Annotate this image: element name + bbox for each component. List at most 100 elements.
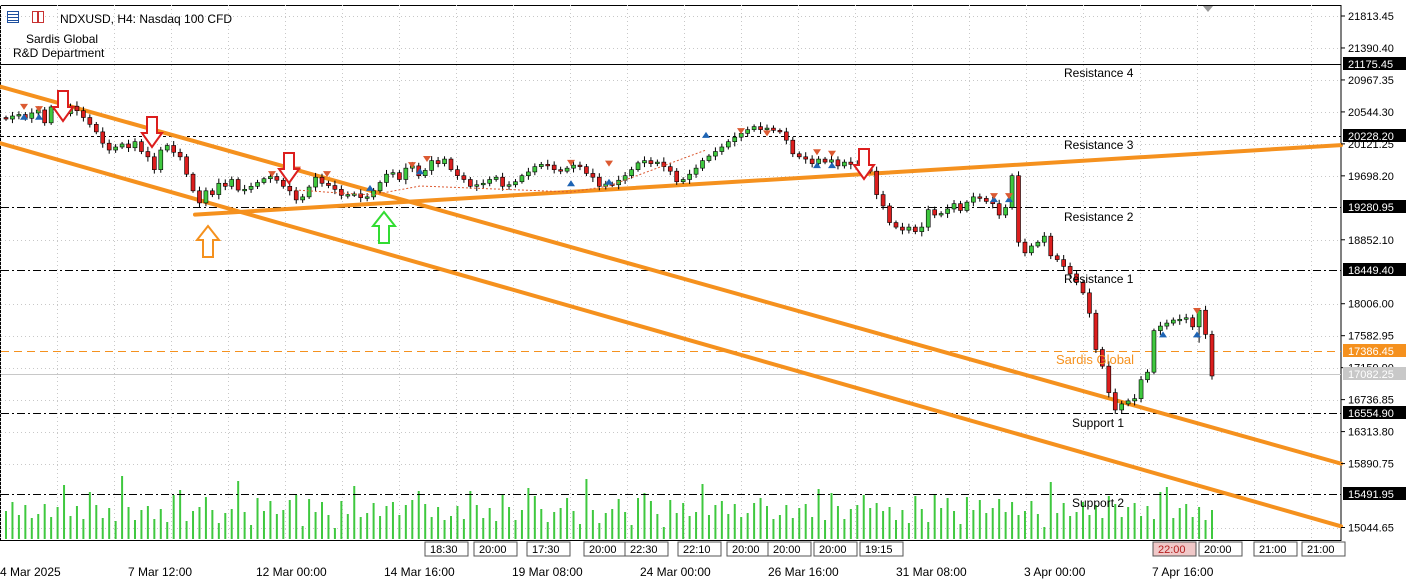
price-tick-label: 21390.40 [1348,43,1394,55]
chart-window-icon[interactable] [7,11,19,23]
candle-body [506,184,512,187]
candle-body [842,161,847,167]
current-price-tag-bg [1343,367,1406,380]
candle-body [977,196,983,199]
session-label: 20:00 [773,544,801,556]
candle-body [1171,319,1176,324]
candle-body [519,175,525,183]
candle-body [971,196,976,203]
candle-body [429,160,434,171]
session-label: 21:00 [1307,544,1335,556]
candle-body [1003,207,1008,216]
trendline [0,84,1343,466]
level-price-tag: 16554.90 [1348,408,1394,420]
candle-body [332,185,338,190]
candle-body [513,181,518,186]
sardis-price-tag: 17386.45 [1348,346,1394,358]
candle-body [1061,259,1066,267]
sell-signal-icon [813,149,821,156]
candle-body [119,143,125,148]
sell-signal-icon [423,156,431,163]
level-price-tag: 15491.95 [1348,489,1394,501]
buy-signal-icon [702,131,710,138]
candle-body [100,131,106,144]
current-price-tag: 17082.25 [1348,369,1394,381]
level-price-tag-bg [1343,200,1406,213]
candle-body [306,186,312,198]
candle-body [1158,325,1163,331]
candle-body [1177,318,1183,322]
time-tick-label: 4 Mar 2025 [0,565,61,579]
price-tick-label: 15044.65 [1348,523,1394,535]
price-tick-label: 15890.75 [1348,459,1394,471]
candle-body [177,151,183,158]
scroll-marker-icon [1203,6,1213,12]
candle-body [674,170,680,183]
level-name-label: Support 2 [1072,496,1124,510]
buy-signal-icon [35,113,43,120]
level-price-tag: 21175.45 [1348,59,1393,71]
session-label: 20:00 [819,544,847,556]
candle-body [152,156,157,170]
candle-body [713,151,718,157]
sell-signal-icon [828,150,836,157]
candle-body [648,160,654,164]
indicator-icon[interactable] [32,11,44,23]
candle-body [584,166,589,174]
candle-body [577,164,583,167]
sell-signal-icon [268,171,276,178]
candle-body [784,131,789,141]
candle-body [590,173,596,178]
candle-body [597,176,602,187]
session-label-box [473,541,518,557]
candle-body [1080,281,1086,294]
session-label-box [813,541,858,557]
candle-body [629,169,634,177]
candle-body [816,158,821,164]
candle-body [706,155,712,161]
candle-body [10,115,15,120]
candle-body [1145,371,1150,381]
candle-body [1009,175,1015,208]
candle-body [848,161,854,165]
candle-body [42,109,47,124]
time-tick-label: 12 Mar 00:00 [256,565,327,579]
candle-body [255,182,260,187]
session-label-box [1301,541,1346,557]
candle-body [164,145,170,151]
level-name-label: Resistance 3 [1064,138,1134,152]
candle-body [700,160,705,169]
price-tick-label: 19698.20 [1348,171,1394,183]
candle-body [422,170,428,177]
price-tick-label: 16736.85 [1348,395,1394,407]
buy-signal-icon [1005,196,1013,203]
sell-signal-icon [737,128,745,135]
candle-body [1100,349,1105,367]
candle-body [268,176,273,180]
buy-signal-icon [828,162,836,169]
session-label-box [767,541,812,557]
session-label: 22:30 [630,544,658,556]
candle-body [171,145,176,153]
buy-arrow-icon [194,224,222,258]
department-label: R&D Department [13,46,105,60]
sell-signal-icon [408,162,416,169]
session-label-box [677,541,722,557]
candle-body [339,189,344,196]
candle-body [932,209,937,216]
session-label-box [526,541,571,557]
candle-body [1190,317,1195,328]
candle-body [745,129,750,134]
price-tick-label: 18006.00 [1348,299,1394,311]
candle-body [448,158,454,170]
candle-body [829,159,834,163]
candle-body [1119,403,1125,411]
candle-body [906,226,912,231]
candle-body [1106,365,1112,393]
candle-body [197,190,202,204]
signal-connector [294,149,707,196]
candle-body [1022,241,1028,254]
candle-body [667,166,673,172]
candle-body [1029,245,1034,254]
